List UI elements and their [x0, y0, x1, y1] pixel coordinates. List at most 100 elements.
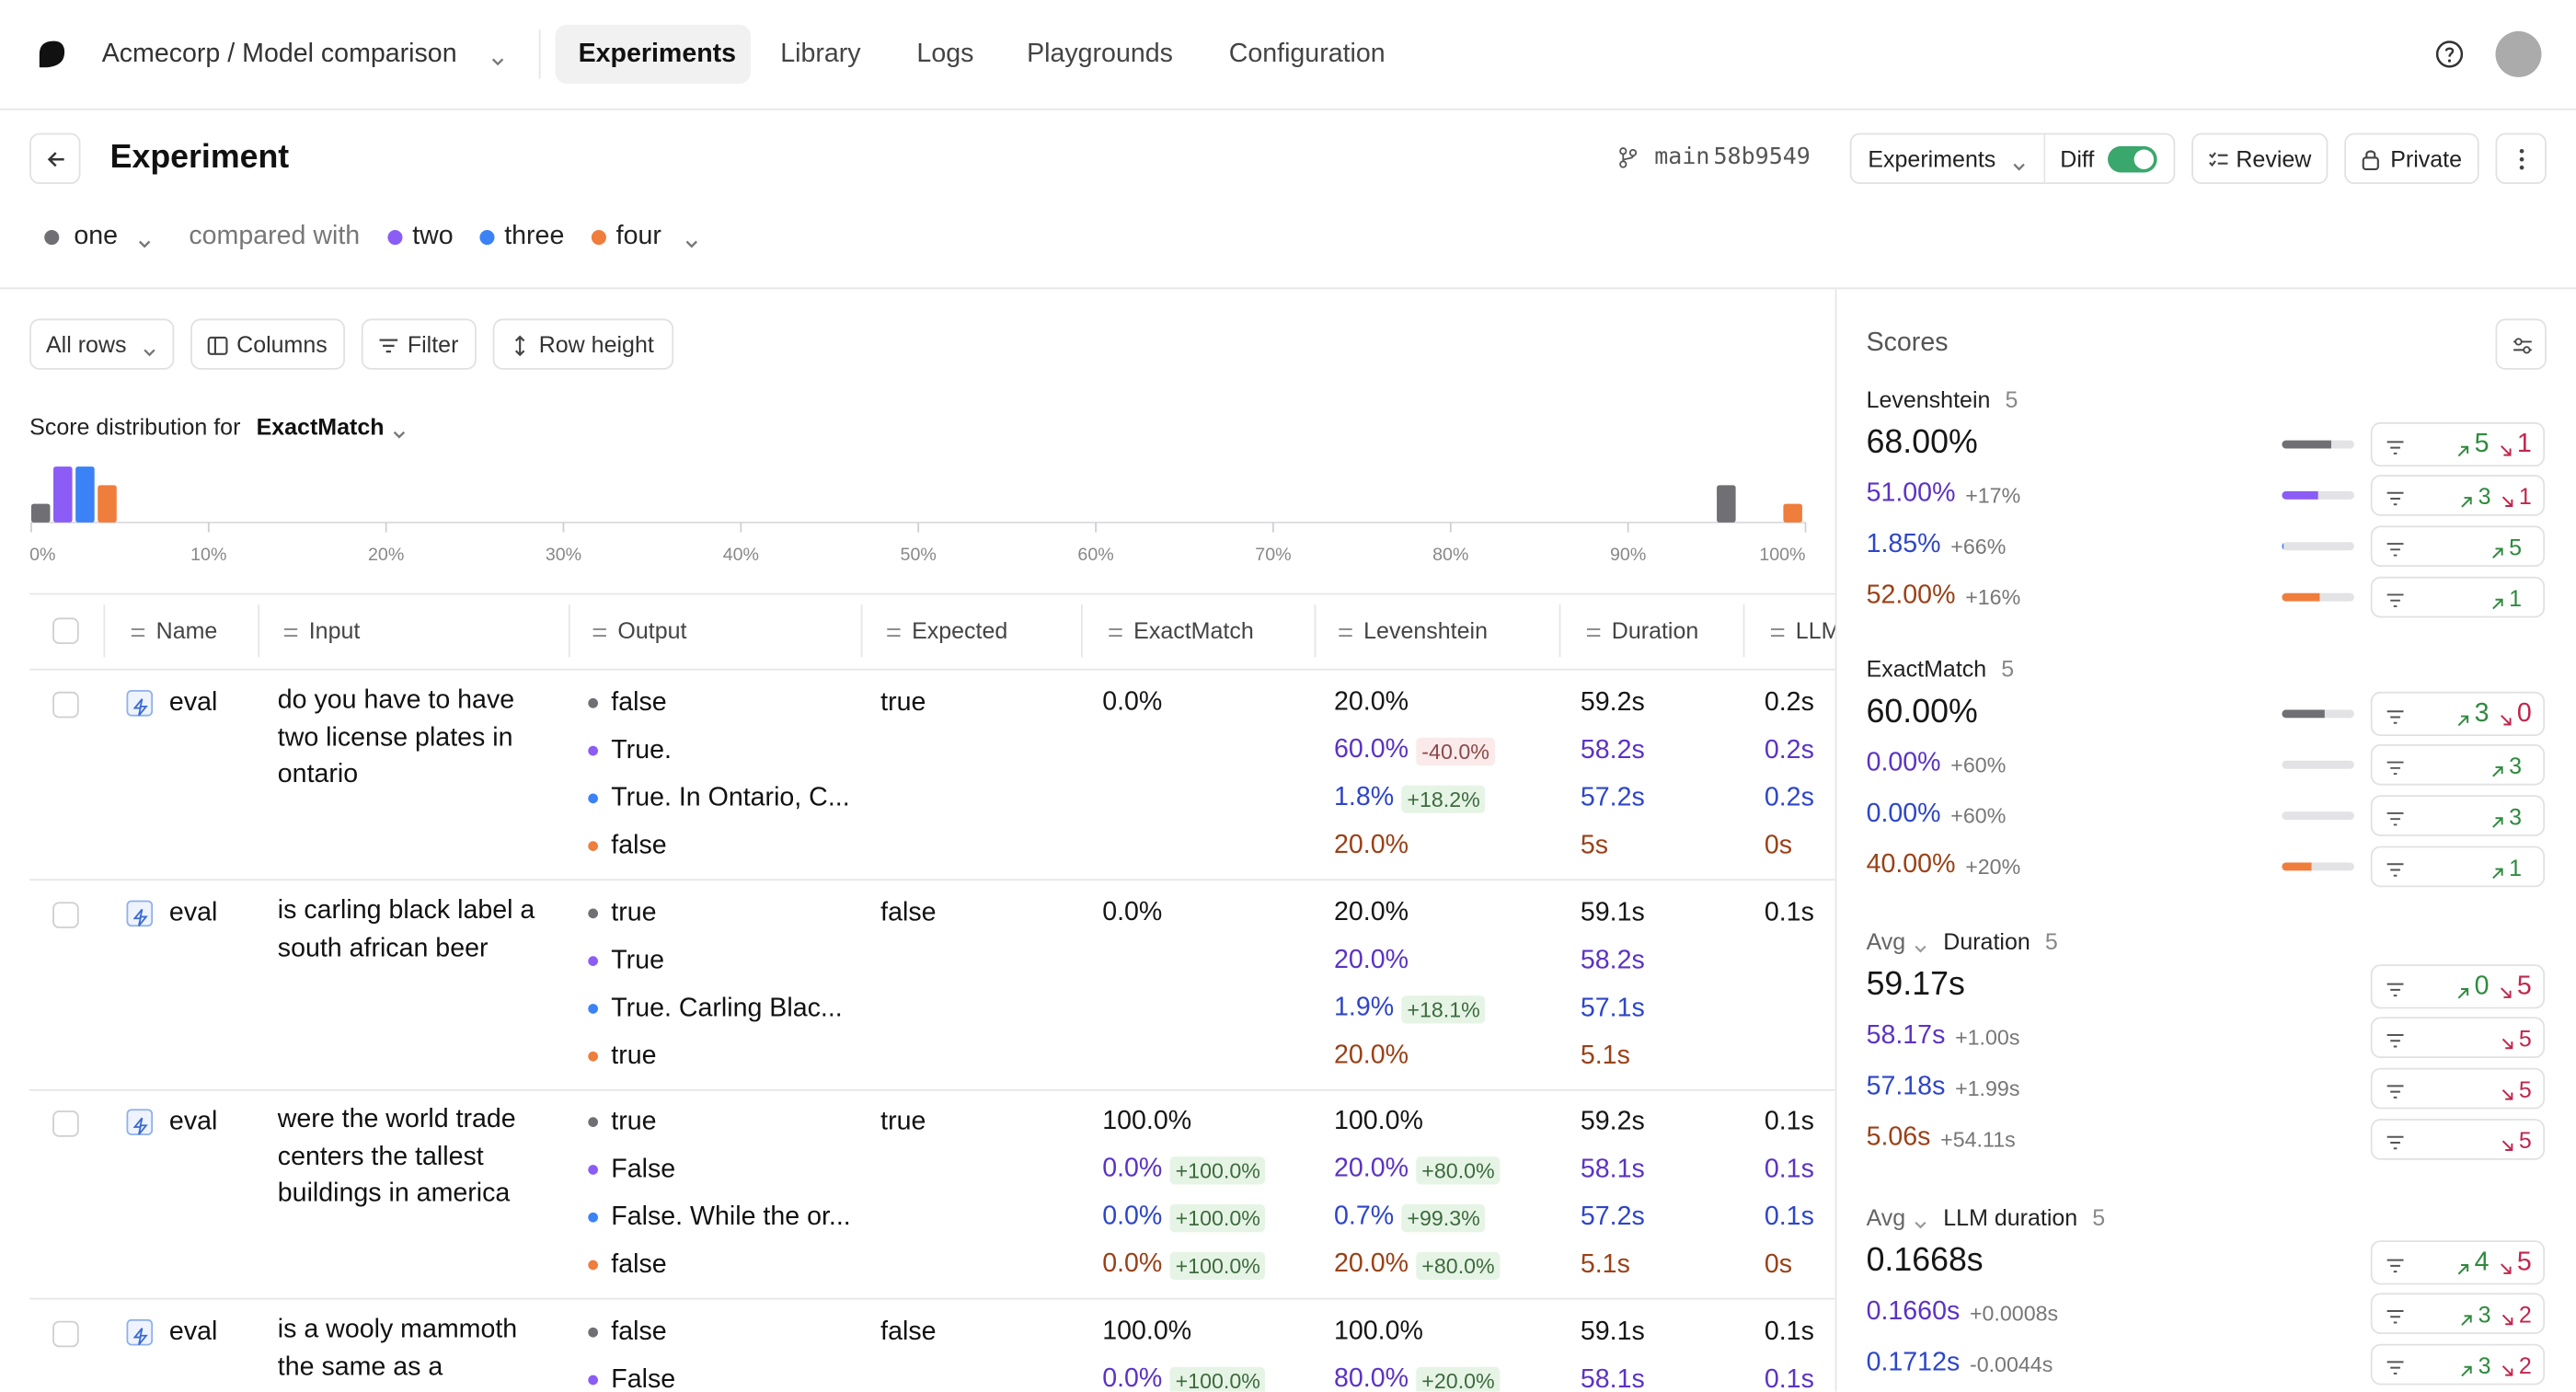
table: Name Input Output Expected ExactMatch Levensh… [29, 592, 1835, 1392]
experiment-name[interactable]: one [74, 222, 119, 251]
nav-tab[interactable]: Playgrounds [1027, 40, 1173, 68]
column-header[interactable]: Input [308, 616, 361, 644]
column-header[interactable]: LLM [1795, 616, 1835, 644]
score-filter[interactable]: 5 [2370, 1017, 2546, 1058]
distribution-metric[interactable]: ExactMatch [256, 413, 385, 440]
score-bar [2282, 541, 2283, 550]
column-header[interactable]: ExactMatch [1133, 616, 1254, 644]
score-filter[interactable]: 3 [2370, 743, 2546, 786]
toolbar-button[interactable]: Filter [361, 318, 477, 370]
score-filter[interactable]: 3 [2370, 795, 2546, 836]
icon-part [144, 349, 155, 357]
lock-icon [2361, 148, 2380, 171]
regress-arrow [2499, 707, 2513, 726]
score-bar-track [2282, 861, 2354, 870]
nav-tab[interactable]: Configuration [1228, 40, 1386, 68]
regressed-count: 2 [2518, 1351, 2532, 1378]
diff-label: Diff [2060, 145, 2095, 172]
icon-part [2386, 1085, 2404, 1099]
run-duration: 58.2s [1580, 947, 1645, 975]
icon-part [514, 335, 525, 357]
back-button[interactable] [29, 132, 81, 184]
nav-tab[interactable]: Library [780, 40, 861, 68]
output-dot [588, 1327, 598, 1338]
filter-icon [2386, 1355, 2405, 1375]
score-cell: 20.0% [1334, 832, 1409, 861]
tick-label: 50% [901, 545, 937, 565]
icon-part [132, 1328, 148, 1346]
filter-icon [2386, 1253, 2405, 1273]
score-diff: +66% [1950, 533, 2007, 558]
cell-diff: +100.0% [1170, 1156, 1266, 1184]
column-header[interactable]: Levenshtein [1363, 616, 1488, 644]
diff-toggle[interactable] [2108, 145, 2157, 173]
score-value: 60.00% [1866, 694, 1978, 731]
avatar[interactable] [2495, 30, 2542, 77]
checkbox[interactable] [52, 617, 79, 644]
experiment-name[interactable]: two [412, 222, 454, 251]
private-label: Private [2390, 145, 2463, 172]
row-checkbox[interactable] [52, 1110, 79, 1137]
icon-part [2457, 715, 2469, 727]
cell-value: 0.0% [1102, 1249, 1163, 1279]
score-cell: 20.0% +80.0% [1334, 1155, 1501, 1184]
private-button[interactable]: Private [2344, 132, 2479, 184]
score-filter[interactable]: 1 [2370, 576, 2546, 618]
row-checkbox[interactable] [52, 691, 79, 719]
icon-part [2386, 811, 2404, 826]
column-icon [128, 621, 147, 640]
row-checkbox[interactable] [52, 1320, 79, 1348]
cell-value: 80.0% [1333, 1364, 1409, 1392]
nav-tab[interactable]: Logs [916, 40, 974, 68]
icon-part [2492, 598, 2503, 610]
score-value: 0.1660s [1866, 1297, 1961, 1327]
score-filter[interactable]: 5 [2370, 1067, 2546, 1110]
regress-arrow [2499, 1255, 2513, 1274]
filter-icon [2386, 588, 2405, 607]
score-cell: 0.0% +100.0% [1102, 1155, 1266, 1184]
score-row: 59.17s [1867, 967, 1965, 1005]
filter-icon [2386, 487, 2405, 506]
icon-part [2461, 1365, 2473, 1377]
chevron [684, 230, 700, 248]
column-header[interactable]: Duration [1611, 616, 1699, 644]
score-filter[interactable]: 1 [2370, 846, 2546, 888]
column-header[interactable]: Expected [912, 616, 1008, 644]
divider [1080, 604, 1083, 658]
more-button[interactable] [2495, 132, 2547, 184]
commit: 58b9549 [1713, 144, 1811, 171]
row-name: eval [168, 899, 218, 927]
toolbar-button[interactable]: Row height [492, 318, 674, 370]
improve-arrow [2460, 1357, 2475, 1377]
scores-settings[interactable] [2495, 318, 2547, 370]
column-icon [1336, 621, 1355, 640]
icon-part [2386, 491, 2404, 506]
row-checkbox[interactable] [52, 902, 79, 928]
histogram-bar [30, 503, 51, 523]
regressed-count: 1 [2516, 429, 2532, 458]
toolbar-button[interactable]: All rows [29, 318, 175, 370]
toolbar-button[interactable]: Columns [190, 318, 345, 370]
chevron [142, 339, 158, 357]
score-cell: 0.0% [1102, 688, 1162, 718]
nav-tab[interactable]: Experiments [578, 40, 737, 68]
run-llm-duration: 0s [1764, 1250, 1793, 1280]
icon-part [685, 240, 697, 248]
review-button[interactable]: Review [2191, 132, 2329, 184]
column-header[interactable]: Name [155, 616, 218, 644]
experiment-name[interactable]: three [504, 222, 565, 251]
experiment-name[interactable]: four [615, 222, 661, 251]
column-header[interactable]: Output [617, 616, 687, 644]
score-filter[interactable]: 5 [2370, 1119, 2546, 1160]
icon-part [1619, 160, 1627, 168]
view-select[interactable]: Experiments [1868, 145, 1996, 172]
score-filter[interactable]: 5 [2370, 525, 2546, 568]
